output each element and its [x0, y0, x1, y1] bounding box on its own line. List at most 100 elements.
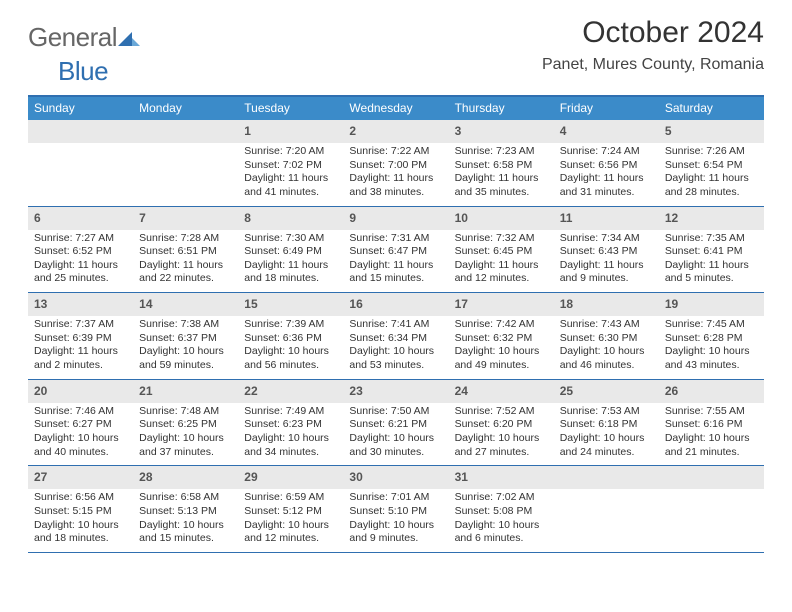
sunset-text: Sunset: 5:12 PM	[244, 505, 337, 519]
day-cell: 2Sunrise: 7:22 AMSunset: 7:00 PMDaylight…	[343, 120, 448, 206]
daynum-bar: 30	[343, 466, 448, 489]
day-cell: 1Sunrise: 7:20 AMSunset: 7:02 PMDaylight…	[238, 120, 343, 206]
day-details: Sunrise: 7:50 AMSunset: 6:21 PMDaylight:…	[343, 403, 448, 466]
day-details: Sunrise: 7:46 AMSunset: 6:27 PMDaylight:…	[28, 403, 133, 466]
day-details: Sunrise: 7:41 AMSunset: 6:34 PMDaylight:…	[343, 316, 448, 379]
day-number: 15	[244, 297, 257, 311]
day-cell: 16Sunrise: 7:41 AMSunset: 6:34 PMDayligh…	[343, 293, 448, 379]
day-cell: 18 Sunrise: 7:43 AMSunset: 6:30 PMDayligh…	[554, 293, 659, 379]
daynum-bar: 19	[659, 293, 764, 316]
daynum-bar: 20	[28, 380, 133, 403]
daylight-text: Daylight: 10 hours and 27 minutes.	[455, 432, 548, 459]
sunset-text: Sunset: 7:02 PM	[244, 159, 337, 173]
sunrise-text: Sunrise: 7:45 AM	[665, 318, 758, 332]
sunrise-text: Sunrise: 7:46 AM	[34, 405, 127, 419]
daylight-text: Daylight: 11 hours and 2 minutes.	[34, 345, 127, 372]
daynum-bar: 7	[133, 207, 238, 230]
daynum-bar: 16	[343, 293, 448, 316]
day-details: Sunrise: 7:53 AMSunset: 6:18 PMDaylight:…	[554, 403, 659, 466]
day-details: Sunrise: 7:02 AMSunset: 5:08 PMDaylight:…	[449, 489, 554, 552]
day-number: 18	[560, 297, 573, 311]
sunset-text: Sunset: 6:27 PM	[34, 418, 127, 432]
day-number: 14	[139, 297, 152, 311]
location-text: Panet, Mures County, Romania	[542, 56, 764, 74]
sunset-text: Sunset: 6:51 PM	[139, 245, 232, 259]
daylight-text: Daylight: 11 hours and 31 minutes.	[560, 172, 653, 199]
sunset-text: Sunset: 5:08 PM	[455, 505, 548, 519]
daylight-text: Daylight: 10 hours and 9 minutes.	[349, 519, 442, 546]
day-cell: .	[133, 120, 238, 206]
daynum-bar: 8	[238, 207, 343, 230]
daylight-text: Daylight: 10 hours and 46 minutes.	[560, 345, 653, 372]
daylight-text: Daylight: 11 hours and 41 minutes.	[244, 172, 337, 199]
sunset-text: Sunset: 6:16 PM	[665, 418, 758, 432]
daynum-bar: 29	[238, 466, 343, 489]
day-details: Sunrise: 7:26 AMSunset: 6:54 PMDaylight:…	[659, 143, 764, 206]
day-number: 12	[665, 211, 678, 225]
daynum-bar: 22	[238, 380, 343, 403]
sunset-text: Sunset: 6:25 PM	[139, 418, 232, 432]
sunset-text: Sunset: 6:52 PM	[34, 245, 127, 259]
daylight-text: Daylight: 10 hours and 24 minutes.	[560, 432, 653, 459]
daylight-text: Daylight: 11 hours and 15 minutes.	[349, 259, 442, 286]
day-details: Sunrise: 7:34 AMSunset: 6:43 PMDaylight:…	[554, 230, 659, 293]
day-number: 23	[349, 384, 362, 398]
sunrise-text: Sunrise: 7:22 AM	[349, 145, 442, 159]
daynum-bar: 3	[449, 120, 554, 143]
daynum-bar: 10	[449, 207, 554, 230]
daylight-text: Daylight: 11 hours and 5 minutes.	[665, 259, 758, 286]
daylight-text: Daylight: 10 hours and 43 minutes.	[665, 345, 758, 372]
day-details: Sunrise: 7:37 AMSunset: 6:39 PMDaylight:…	[28, 316, 133, 379]
day-details: Sunrise: 7:49 AMSunset: 6:23 PMDaylight:…	[238, 403, 343, 466]
daynum-bar: 23	[343, 380, 448, 403]
sunset-text: Sunset: 6:28 PM	[665, 332, 758, 346]
day-details: Sunrise: 7:43 AMSunset: 6:30 PMDaylight:…	[554, 316, 659, 379]
day-details: Sunrise: 6:58 AMSunset: 5:13 PMDaylight:…	[133, 489, 238, 552]
day-details	[659, 489, 764, 497]
daylight-text: Daylight: 10 hours and 18 minutes.	[34, 519, 127, 546]
sunset-text: Sunset: 6:34 PM	[349, 332, 442, 346]
sunset-text: Sunset: 6:56 PM	[560, 159, 653, 173]
sunrise-text: Sunrise: 7:42 AM	[455, 318, 548, 332]
week-row: 6Sunrise: 7:27 AMSunset: 6:52 PMDaylight…	[28, 207, 764, 294]
day-number: 31	[455, 470, 468, 484]
day-number: 10	[455, 211, 468, 225]
day-cell: 17Sunrise: 7:42 AMSunset: 6:32 PMDayligh…	[449, 293, 554, 379]
day-cell: 25Sunrise: 7:53 AMSunset: 6:18 PMDayligh…	[554, 380, 659, 466]
daylight-text: Daylight: 10 hours and 53 minutes.	[349, 345, 442, 372]
daynum-bar: 6	[28, 207, 133, 230]
brand-triangle-icon	[118, 24, 140, 55]
day-number: 11	[560, 211, 573, 225]
week-row: 13Sunrise: 7:37 AMSunset: 6:39 PMDayligh…	[28, 293, 764, 380]
sunset-text: Sunset: 6:54 PM	[665, 159, 758, 173]
day-number: 1	[244, 124, 251, 138]
daylight-text: Daylight: 10 hours and 34 minutes.	[244, 432, 337, 459]
daynum-bar: 15	[238, 293, 343, 316]
sunset-text: Sunset: 6:41 PM	[665, 245, 758, 259]
daynum-bar: 18	[554, 293, 659, 316]
weekday-tuesday: Tuesday	[238, 97, 343, 120]
day-number: 17	[455, 297, 468, 311]
day-cell: 6Sunrise: 7:27 AMSunset: 6:52 PMDaylight…	[28, 207, 133, 293]
day-number: 5	[665, 124, 672, 138]
week-row: 20Sunrise: 7:46 AMSunset: 6:27 PMDayligh…	[28, 380, 764, 467]
day-details: Sunrise: 7:23 AMSunset: 6:58 PMDaylight:…	[449, 143, 554, 206]
sunrise-text: Sunrise: 7:35 AM	[665, 232, 758, 246]
weekday-saturday: Saturday	[659, 97, 764, 120]
sunset-text: Sunset: 6:49 PM	[244, 245, 337, 259]
day-cell: 19 Sunrise: 7:45 AMSunset: 6:28 PMDayligh…	[659, 293, 764, 379]
day-cell: 20Sunrise: 7:46 AMSunset: 6:27 PMDayligh…	[28, 380, 133, 466]
day-number: 27	[34, 470, 47, 484]
daylight-text: Daylight: 10 hours and 12 minutes.	[244, 519, 337, 546]
day-cell: 8Sunrise: 7:30 AMSunset: 6:49 PMDaylight…	[238, 207, 343, 293]
sunset-text: Sunset: 6:23 PM	[244, 418, 337, 432]
day-details	[133, 143, 238, 151]
daylight-text: Daylight: 10 hours and 40 minutes.	[34, 432, 127, 459]
day-number: 8	[244, 211, 251, 225]
daylight-text: Daylight: 10 hours and 49 minutes.	[455, 345, 548, 372]
sunrise-text: Sunrise: 7:41 AM	[349, 318, 442, 332]
daylight-text: Daylight: 11 hours and 22 minutes.	[139, 259, 232, 286]
day-details: Sunrise: 7:24 AMSunset: 6:56 PMDaylight:…	[554, 143, 659, 206]
daylight-text: Daylight: 10 hours and 59 minutes.	[139, 345, 232, 372]
sunrise-text: Sunrise: 7:28 AM	[139, 232, 232, 246]
